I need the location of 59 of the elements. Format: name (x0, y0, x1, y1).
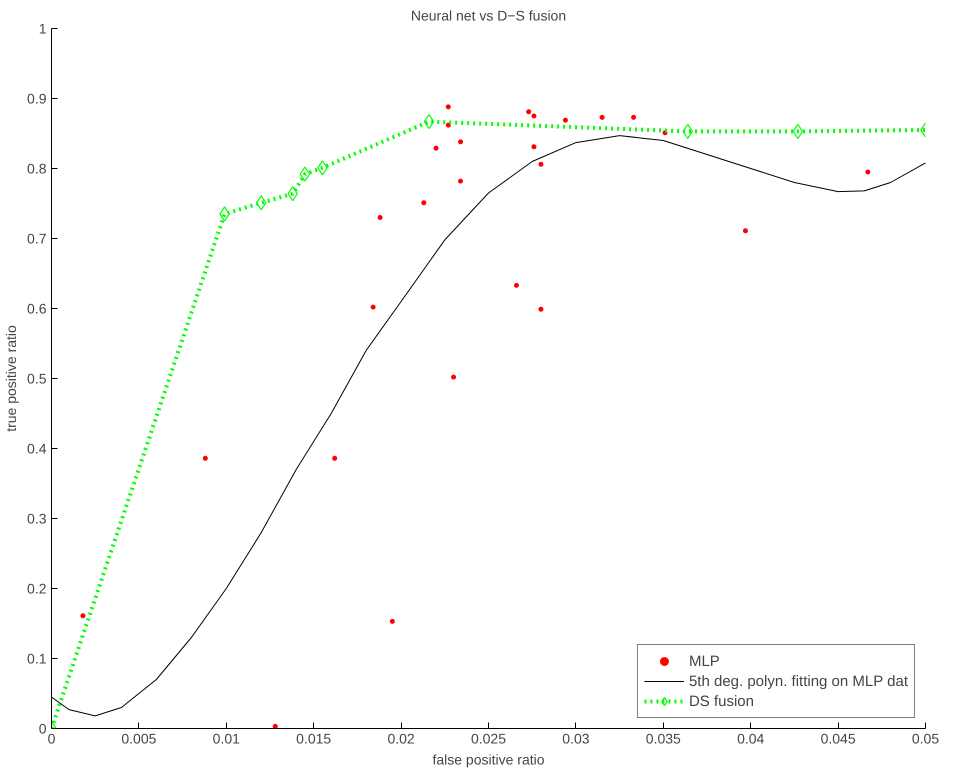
point (538, 162, 544, 167)
point (446, 104, 451, 110)
x-tick-label: 0.015 (296, 730, 332, 746)
y-tick-label: 0 (38, 720, 47, 736)
y-tick-label: 0.5 (27, 370, 47, 386)
x-tick-label: 0.025 (470, 730, 506, 746)
y-tick-label: 0.3 (27, 510, 47, 526)
point (600, 114, 605, 120)
point (531, 114, 536, 118)
point (287, 186, 298, 202)
y-tick-label: 0.1 (27, 650, 47, 666)
point (256, 195, 267, 210)
point (332, 456, 338, 461)
legend-label: 5th deg. polyn. fitting on MLP dat (688, 672, 908, 690)
point (378, 215, 383, 220)
point (458, 178, 464, 184)
y-tick-label: 0.4 (27, 440, 47, 456)
chart-title: Neural net vs D−S fusion (410, 8, 566, 24)
point (631, 114, 636, 120)
legend-label: MLP (688, 652, 720, 670)
y-tick-label: 0.9 (27, 90, 47, 106)
x-axis-title: false positive ratio (432, 752, 545, 768)
point (458, 139, 464, 144)
x-tick-label: 0.045 (820, 730, 856, 746)
x-tick-label: 0.005 (121, 730, 157, 746)
point (865, 170, 870, 174)
point (526, 109, 532, 114)
point (272, 724, 278, 728)
x-tick-label: 0.01 (212, 730, 240, 746)
point (370, 304, 376, 310)
legend-label: DS fusion (688, 692, 754, 710)
point (682, 124, 694, 139)
point (538, 306, 544, 312)
point (202, 456, 208, 461)
point (80, 613, 86, 618)
point (421, 200, 426, 206)
point (514, 282, 519, 288)
point (317, 160, 328, 176)
y-tick-label: 0.7 (27, 230, 47, 246)
point (300, 166, 310, 182)
y-tick-label: 0.6 (27, 300, 47, 316)
point (446, 122, 451, 128)
y-tick-label: 1 (38, 20, 47, 36)
point (390, 618, 395, 624)
x-tick-label: 0.035 (646, 730, 682, 746)
x-tick-label: 0.05 (912, 730, 940, 746)
point (742, 228, 748, 234)
y-tick-label: 0.2 (27, 580, 47, 596)
x-tick-label: 0.02 (387, 730, 415, 746)
y-tick-label: 0.8 (27, 160, 47, 176)
point (792, 124, 804, 139)
point (531, 144, 536, 150)
y-axis-title: true positive ratio (3, 324, 20, 432)
x-tick-label: 0.04 (737, 730, 765, 746)
point (434, 146, 439, 151)
point (451, 374, 456, 380)
point (562, 118, 568, 123)
x-tick-label: 0.03 (562, 730, 590, 746)
point (424, 114, 434, 130)
